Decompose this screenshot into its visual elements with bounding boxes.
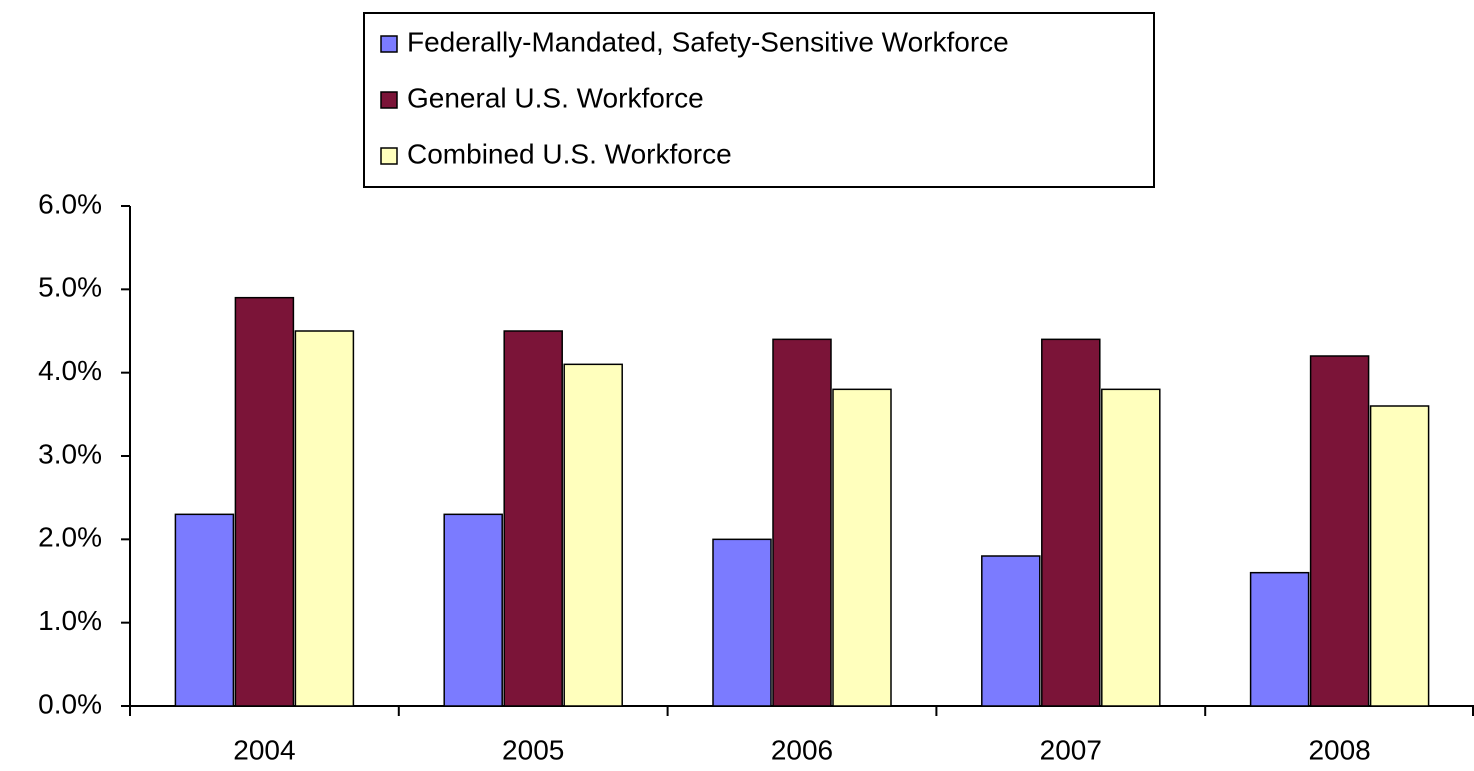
x-tick-label: 2008 [1308,734,1370,765]
legend-label: Combined U.S. Workforce [407,138,732,169]
bar [234,296,295,707]
y-tick-label: 4.0% [38,355,102,386]
x-tick-label: 2006 [771,734,833,765]
bar [443,513,503,707]
bar [832,388,892,707]
x-tick-label: 2005 [502,734,564,765]
legend-label: General U.S. Workforce [407,82,704,113]
y-tick-label: 2.0% [38,522,102,553]
legend-swatch [380,147,398,165]
x-tick-label: 2004 [233,734,295,765]
bar [1309,355,1370,707]
y-tick-label: 6.0% [38,188,102,219]
y-tick-label: 3.0% [38,438,102,469]
bar [772,338,832,707]
legend-box [363,12,1155,188]
y-tick-label: 1.0% [38,605,102,636]
legend-swatch [380,35,398,53]
bar [1249,571,1310,707]
bar [981,555,1041,707]
bar [1369,405,1430,707]
bar [1101,388,1161,707]
bar [1041,338,1101,707]
bar [503,330,563,707]
y-tick-label: 0.0% [38,688,102,719]
bar [174,513,235,707]
bar [563,363,623,707]
legend-label: Federally-Mandated, Safety-Sensitive Wor… [407,26,1009,57]
bar [294,330,355,707]
y-tick-label: 5.0% [38,272,102,303]
bar [712,538,772,707]
x-tick-label: 2007 [1040,734,1102,765]
legend-swatch [380,91,398,109]
